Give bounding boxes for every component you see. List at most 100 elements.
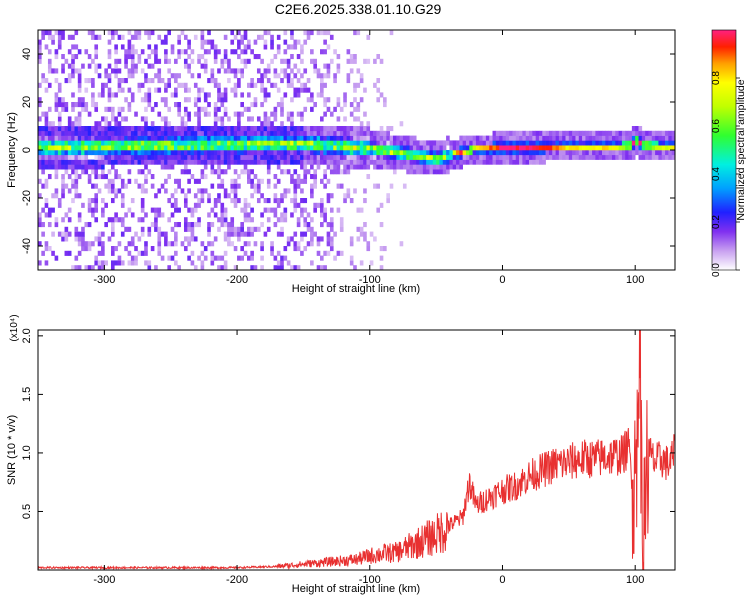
spectrogram-cell xyxy=(283,246,288,252)
spectrogram-cell xyxy=(621,135,626,141)
spectrogram-cell xyxy=(260,222,264,228)
spectrogram-cell xyxy=(555,154,560,160)
spectrogram-cell xyxy=(542,130,546,136)
spectrogram-cell xyxy=(227,135,231,141)
spectrogram-cell xyxy=(167,241,172,247)
spectrogram-cell xyxy=(157,212,162,218)
spectrogram-cell xyxy=(217,164,221,170)
spectrogram-cell xyxy=(359,145,364,151)
spectrogram-cell xyxy=(77,159,82,165)
spectrogram-cell xyxy=(147,34,152,40)
spectrogram-cell xyxy=(525,159,530,165)
spectrogram-cell xyxy=(545,135,550,141)
spectrogram-cell xyxy=(280,231,284,237)
spectrogram-cell xyxy=(247,202,251,208)
spectrogram-cell xyxy=(356,135,361,141)
spectrogram-cell xyxy=(220,222,225,228)
spectrogram-cell xyxy=(107,236,112,242)
spectrogram-cell xyxy=(286,82,291,88)
spectrogram-cell xyxy=(107,188,112,194)
spectrogram-cell xyxy=(183,222,188,228)
spectrogram-cell xyxy=(213,255,218,261)
spectrogram-cell xyxy=(366,164,371,170)
spectrogram-cell xyxy=(290,116,294,122)
spectrogram-cell xyxy=(276,44,281,50)
spectrogram-cell xyxy=(343,116,347,122)
spectrogram-cell xyxy=(456,140,460,146)
spectrogram-cell xyxy=(359,154,364,160)
spectrogram-cell xyxy=(207,30,211,36)
spectrogram-cell xyxy=(296,159,301,165)
spectrogram-cell xyxy=(296,87,301,93)
spectrogram-cell xyxy=(343,135,347,141)
spectrogram-cell xyxy=(568,145,573,151)
spectrogram-y-tick-2: 0 xyxy=(21,147,675,153)
spectrogram-cell xyxy=(645,135,649,141)
spectrogram-cell xyxy=(77,164,82,170)
spectrogram-cell xyxy=(170,193,175,199)
spectrogram-cell xyxy=(167,164,172,170)
spectrogram-cell xyxy=(223,54,228,60)
spectrogram-cell xyxy=(665,145,669,151)
spectrogram-cell xyxy=(87,246,92,252)
spectrogram-cell xyxy=(114,145,118,151)
spectrogram-cell xyxy=(446,135,450,141)
spectrogram-cell xyxy=(349,54,354,60)
spectrogram-cell xyxy=(343,154,347,160)
spectrogram-cell xyxy=(117,68,122,74)
spectrogram-cell xyxy=(203,164,208,170)
spectrogram-cell xyxy=(247,169,251,175)
spectrogram-cell xyxy=(207,140,211,146)
spectrogram-cell xyxy=(495,135,500,141)
spectrogram-cell xyxy=(256,126,261,132)
spectrogram-cell xyxy=(419,159,424,165)
spectrogram-cell xyxy=(110,154,115,160)
spectrogram-cell xyxy=(339,250,344,256)
spectrogram-cell xyxy=(64,106,69,112)
spectrogram-cell xyxy=(608,145,613,151)
spectrogram-cell xyxy=(97,188,102,194)
spectrogram-cell xyxy=(376,207,381,213)
spectrogram-cell xyxy=(446,159,450,165)
spectrogram-cell xyxy=(71,34,75,40)
spectrogram-cell xyxy=(140,231,145,237)
spectrogram-cell xyxy=(117,145,122,151)
spectrogram-cell xyxy=(631,126,636,132)
spectrogram-cell xyxy=(343,169,347,175)
spectrogram-cell xyxy=(671,150,676,156)
spectrogram-cell xyxy=(502,140,507,146)
spectrogram-cell xyxy=(110,183,115,189)
spectrogram-cell xyxy=(47,150,52,156)
spectrogram-cell xyxy=(217,193,221,199)
spectrogram-cell xyxy=(582,130,586,136)
spectrogram-cell xyxy=(101,246,105,252)
spectrogram-cell xyxy=(462,140,467,146)
spectrogram-cell xyxy=(157,207,162,213)
spectrogram-cell xyxy=(134,145,138,151)
colorbar-tick-3: 0.6 xyxy=(711,119,740,133)
spectrogram-cell xyxy=(97,241,102,247)
spectrogram-cell xyxy=(396,154,400,160)
spectrogram-cell xyxy=(207,111,211,117)
spectrogram-cell xyxy=(233,231,238,237)
spectrogram-cell xyxy=(54,164,59,170)
spectrogram-cell xyxy=(240,255,244,261)
spectrogram-cell xyxy=(293,135,298,141)
spectrogram-cell xyxy=(203,49,208,55)
spectrogram-cell xyxy=(110,159,115,165)
spectrogram-cell xyxy=(323,140,327,146)
spectrogram-cell xyxy=(300,126,304,132)
spectrogram-cell xyxy=(120,78,125,84)
spectrogram-cell xyxy=(174,207,178,213)
spectrogram-cell xyxy=(346,140,351,146)
spectrogram-cell xyxy=(41,78,45,84)
spectrogram-cell xyxy=(210,250,215,256)
spectrogram-cell xyxy=(323,30,327,36)
snr-y-tick-3: 2.0 xyxy=(21,328,675,344)
spectrogram-cell xyxy=(190,226,195,232)
spectrogram-cell xyxy=(290,265,294,271)
spectrogram-cell xyxy=(124,97,128,103)
spectrogram-cell xyxy=(200,126,205,132)
spectrogram-cell xyxy=(54,217,59,223)
spectrogram-cell xyxy=(237,140,241,146)
